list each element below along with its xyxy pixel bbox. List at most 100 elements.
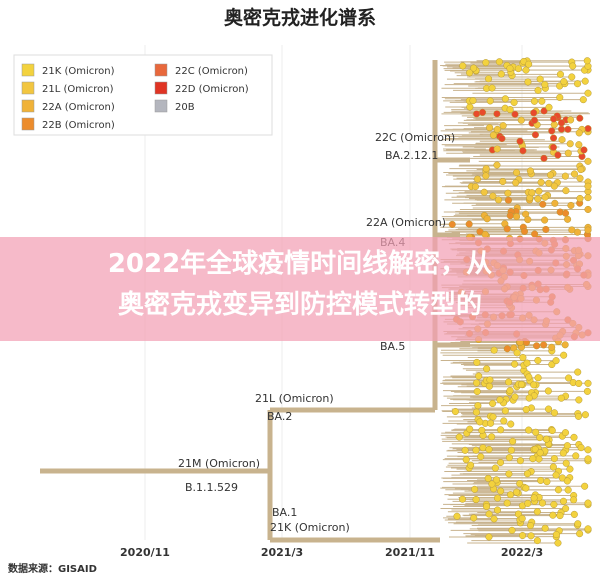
sample-dot: [485, 445, 493, 453]
sample-dot: [540, 341, 548, 349]
sample-dot: [561, 341, 569, 349]
sample-dot: [489, 399, 497, 408]
sample-dot: [549, 511, 557, 519]
sample-dot: [546, 171, 555, 179]
sample-dot: [483, 365, 491, 373]
sample-dot: [499, 177, 507, 186]
sample-dot: [499, 122, 507, 130]
sample-dot: [534, 195, 542, 203]
lineage: BA.5: [380, 340, 405, 353]
sample-dot: [478, 426, 486, 434]
sample-dot: [489, 413, 497, 421]
sample-dot: [489, 131, 497, 139]
sample-dot: [527, 532, 535, 540]
sample-dot: [493, 161, 501, 169]
sample-dot: [562, 187, 570, 195]
sample-dot: [568, 73, 576, 81]
sample-dot: [556, 70, 564, 78]
sample-dot: [561, 172, 569, 180]
sample-dot: [545, 103, 553, 111]
sample-dot: [484, 474, 492, 482]
sample-dot: [505, 378, 513, 386]
sample-dot: [570, 510, 578, 518]
sample-dot: [491, 464, 499, 472]
sample-dot: [513, 488, 521, 496]
legend-swatch: [21, 99, 35, 113]
sample-dot: [580, 146, 588, 154]
sample-dot: [541, 193, 549, 201]
sample-dot: [552, 471, 560, 479]
sample-dot: [490, 346, 498, 354]
sample-dot: [501, 407, 509, 415]
sample-dot: [576, 114, 584, 122]
sample-dot: [567, 116, 575, 124]
sample-dot: [548, 127, 556, 135]
sample-dot: [488, 84, 496, 92]
legend-swatch: [154, 99, 168, 113]
sample-dot: [548, 343, 556, 351]
sample-dot: [569, 62, 577, 70]
sample-dot: [507, 446, 515, 454]
sample-dot: [472, 446, 480, 454]
sample-dot: [556, 512, 564, 520]
sample-dot: [536, 75, 544, 83]
sample-dot: [472, 408, 480, 416]
sample-dot: [526, 167, 534, 175]
sample-dot: [473, 175, 482, 183]
sample-dot: [520, 227, 529, 235]
sample-dot: [518, 514, 526, 523]
sample-dot: [556, 93, 564, 102]
sample-dot: [494, 196, 503, 204]
sample-dot: [544, 405, 553, 413]
sample-dot: [535, 187, 543, 195]
clade-name: 21K (Omicron): [270, 521, 350, 534]
sample-dot: [469, 97, 477, 105]
sample-dot: [507, 420, 515, 428]
sample-dot: [575, 129, 583, 137]
sample-dot: [564, 215, 572, 223]
sample-dot: [530, 97, 538, 105]
sample-dot: [534, 356, 542, 365]
sample-dot: [511, 110, 519, 118]
sample-dot: [455, 433, 463, 441]
sample-dot: [562, 504, 570, 513]
sample-dot: [465, 220, 473, 228]
sample-dot: [566, 465, 574, 473]
sample-dot: [466, 425, 474, 433]
sample-dot: [548, 426, 556, 435]
sample-dot: [453, 512, 461, 520]
sample-dot: [513, 213, 521, 221]
sample-dot: [560, 78, 568, 86]
sample-dot: [473, 110, 481, 118]
lineage: BA.1: [272, 506, 297, 519]
sample-dot: [557, 394, 565, 402]
title: 奥密克戎进化谱系: [224, 6, 376, 29]
sample-dot: [579, 96, 587, 104]
clade-name: 21L (Omicron): [255, 392, 334, 405]
legend-label: 20B: [175, 102, 195, 113]
sample-dot: [490, 515, 498, 523]
sample-dot: [462, 456, 470, 464]
sample-dot: [561, 429, 570, 437]
sample-dot: [539, 200, 547, 208]
sample-dot: [509, 437, 517, 445]
sample-dot: [487, 419, 495, 427]
sample-dot: [493, 110, 501, 118]
sample-dot: [541, 524, 549, 532]
sample-dot: [504, 189, 512, 197]
sample-dot: [479, 444, 487, 452]
sample-dot: [550, 182, 558, 190]
sample-dot: [510, 98, 518, 106]
sample-dot: [545, 179, 553, 187]
legend-label: 22C (Omicron): [175, 66, 248, 77]
sample-dot: [522, 484, 530, 492]
sample-dot: [482, 165, 490, 173]
sample-dot: [485, 382, 493, 390]
sample-dot: [524, 78, 532, 86]
sample-dot: [525, 394, 533, 402]
sample-dot: [506, 212, 514, 220]
sample-dot: [550, 134, 558, 142]
sample-dot: [496, 458, 505, 467]
sample-dot: [575, 379, 583, 388]
